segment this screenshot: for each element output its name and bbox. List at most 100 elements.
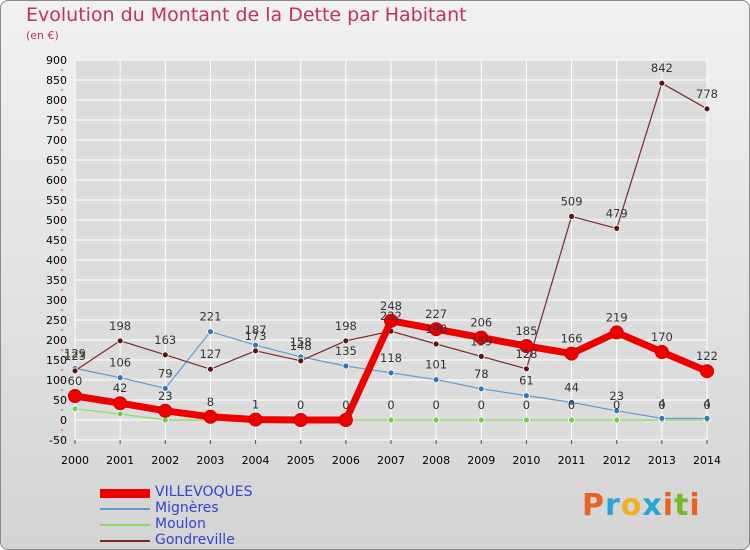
proxiti-logo: Proxiti	[582, 488, 701, 523]
data-label: 0	[342, 398, 349, 412]
data-label: 1	[252, 398, 259, 412]
data-label: 0	[297, 398, 304, 412]
data-label: 166	[561, 332, 583, 346]
data-point	[207, 328, 214, 336]
data-label: 135	[335, 344, 357, 358]
data-point	[432, 376, 440, 384]
data-point	[161, 416, 169, 424]
data-point	[654, 345, 669, 359]
data-label: 0	[432, 398, 439, 412]
chart-title: Evolution du Montant de la Dette par Hab…	[26, 4, 467, 26]
data-label: 0	[387, 398, 394, 412]
data-label: 0	[613, 398, 620, 412]
data-label: 158	[290, 335, 312, 349]
data-point	[568, 398, 575, 406]
data-point	[613, 224, 621, 232]
data-label: 842	[651, 61, 673, 75]
data-label: 0	[658, 398, 665, 412]
data-point	[116, 410, 124, 418]
legend-swatch	[100, 488, 150, 498]
legend-label: Gondreville	[155, 532, 235, 548]
y-tick-label: 700	[46, 134, 67, 147]
data-label: 219	[606, 310, 628, 324]
logo-letter: r	[605, 488, 621, 523]
x-tick-label: 2012	[603, 454, 631, 467]
data-label: 509	[561, 194, 583, 208]
data-point	[387, 369, 395, 377]
data-label: 198	[335, 319, 357, 333]
data-point	[523, 392, 530, 400]
data-label: 221	[199, 310, 221, 324]
data-point	[252, 347, 259, 355]
legend-swatch	[100, 524, 150, 526]
data-label: 61	[519, 374, 534, 388]
data-point	[116, 374, 124, 382]
y-tick-label: 500	[46, 214, 67, 227]
data-point	[203, 409, 218, 424]
data-label: 173	[245, 329, 267, 343]
data-point	[71, 405, 79, 413]
data-label: 227	[425, 307, 447, 321]
data-label: 122	[696, 349, 718, 363]
data-point	[568, 212, 575, 220]
y-tick-label: 850	[46, 74, 67, 87]
data-point	[477, 416, 485, 424]
data-point	[432, 340, 440, 348]
data-label: 4	[658, 396, 665, 410]
y-tick-label: 650	[46, 154, 67, 167]
y-tick-label: 400	[46, 254, 67, 267]
data-point	[613, 407, 621, 415]
data-label: 185	[515, 324, 537, 338]
y-tick-label: 450	[46, 234, 67, 247]
data-point	[523, 416, 530, 424]
y-tick-label: 750	[46, 114, 67, 127]
data-point	[113, 396, 128, 411]
data-point	[564, 346, 579, 361]
data-label: 123	[64, 349, 86, 363]
legend-label: Moulon	[155, 516, 206, 532]
data-label: 170	[651, 330, 673, 344]
data-label: 106	[109, 356, 131, 370]
data-point	[384, 313, 398, 328]
data-label: 198	[109, 319, 131, 333]
data-point	[71, 367, 79, 375]
data-label: 0	[523, 398, 530, 412]
data-label: 778	[696, 87, 718, 101]
legend-item: Mignères	[100, 500, 320, 517]
data-point	[700, 364, 714, 379]
data-label: 0	[478, 398, 485, 412]
data-point	[432, 416, 440, 424]
data-point	[293, 413, 308, 427]
data-label: 187	[245, 323, 267, 337]
data-label: 163	[154, 333, 176, 347]
y-tick-label: 150	[46, 354, 67, 367]
data-point	[658, 414, 666, 422]
data-point	[609, 325, 624, 340]
logo-letter: i	[662, 488, 675, 523]
y-tick-label: -50	[49, 434, 67, 447]
legend-swatch	[100, 508, 150, 510]
data-point	[297, 357, 305, 365]
data-point	[207, 365, 214, 373]
data-point	[613, 416, 621, 424]
data-point	[338, 413, 353, 427]
x-tick-label: 2009	[467, 454, 495, 467]
legend-item: Gondreville	[100, 532, 320, 549]
data-point	[519, 339, 534, 353]
data-label: 148	[290, 339, 312, 353]
legend-swatch	[100, 540, 150, 542]
data-label: 222	[380, 309, 402, 323]
logo-letter: x	[642, 488, 663, 523]
x-tick-label: 2003	[196, 454, 224, 467]
data-point	[158, 403, 173, 418]
data-label: 128	[515, 347, 537, 361]
data-point	[703, 105, 711, 113]
data-label: 190	[425, 322, 447, 336]
logo-letter: o	[620, 488, 643, 523]
y-tick-label: 350	[46, 274, 67, 287]
chart-subtitle: (en €)	[26, 29, 59, 42]
data-point	[568, 416, 575, 424]
data-point	[429, 322, 444, 337]
data-point	[523, 365, 530, 373]
data-label: 127	[199, 347, 221, 361]
